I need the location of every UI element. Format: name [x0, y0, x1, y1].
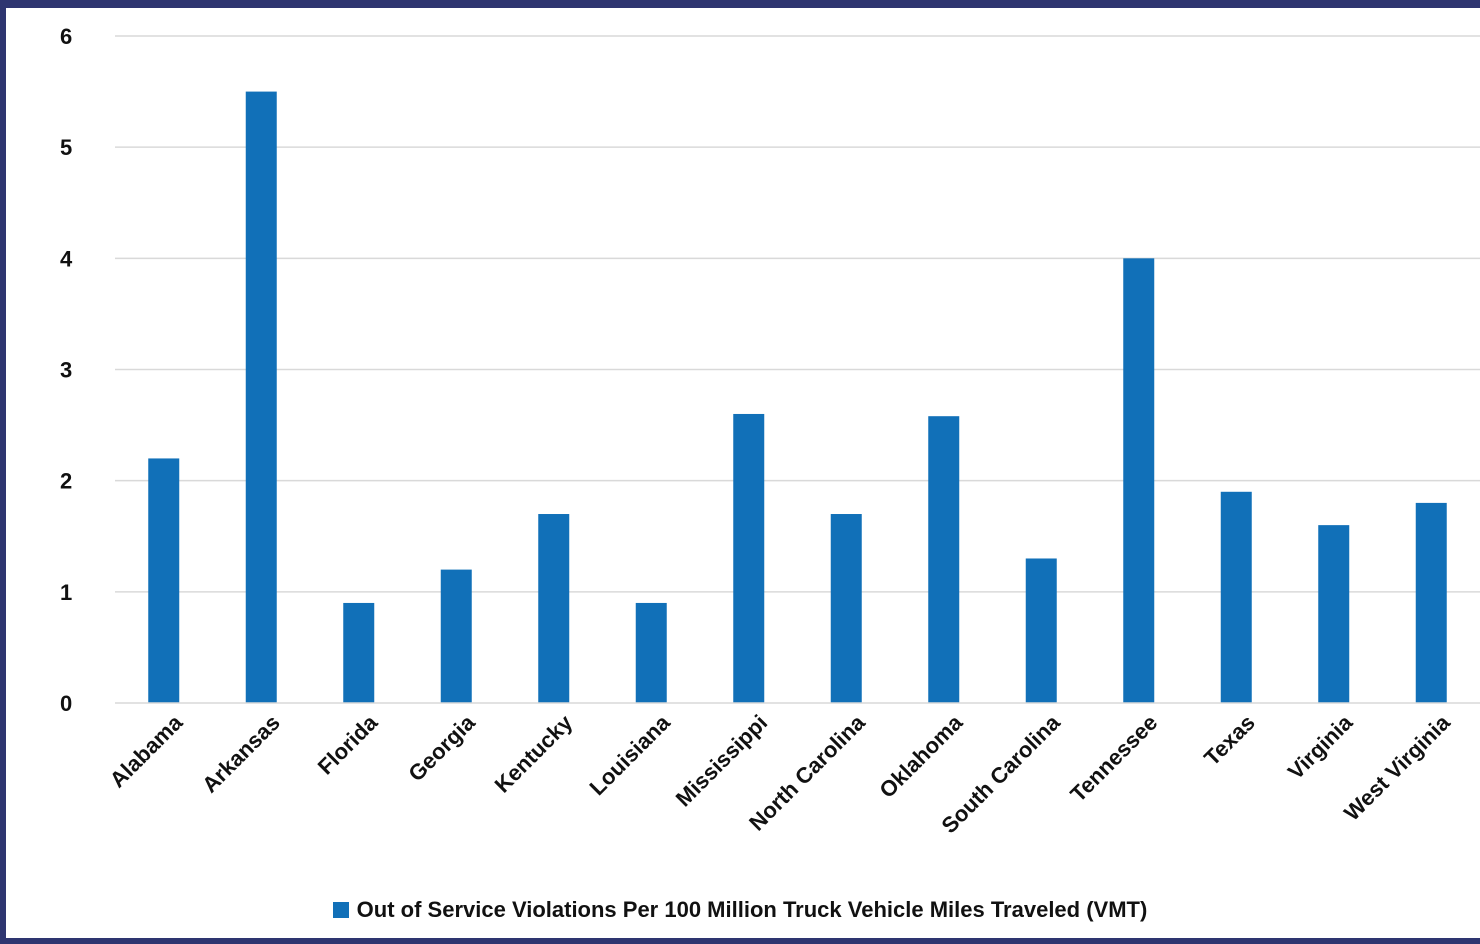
- bars: [148, 91, 1447, 704]
- x-category-label: Virginia: [1283, 709, 1358, 784]
- y-tick-label: 5: [60, 135, 72, 160]
- bar-tennessee: [1123, 258, 1155, 703]
- bar-louisiana: [635, 602, 667, 703]
- bar-north-carolina: [830, 514, 862, 703]
- y-tick-label: 2: [60, 469, 72, 494]
- y-tick-label: 0: [60, 691, 72, 716]
- bar-west-virginia: [1415, 502, 1447, 703]
- legend-swatch: [332, 902, 349, 918]
- x-category-label: Texas: [1199, 710, 1260, 771]
- bar-kentucky: [538, 514, 570, 703]
- legend-label: Out of Service Violations Per 100 Millio…: [356, 897, 1148, 922]
- x-category-label: Alabama: [105, 709, 188, 792]
- y-tick-label: 3: [60, 358, 72, 383]
- bar-arkansas: [245, 91, 277, 704]
- bar-oklahoma: [928, 416, 960, 703]
- x-axis-category-labels: Alabama Arkansas Florida Georgia Kentucky Lou…: [105, 709, 1456, 838]
- y-tick-label: 4: [60, 246, 73, 271]
- x-category-label: Oklahoma: [874, 709, 967, 802]
- gridlines: [115, 35, 1480, 593]
- x-category-label: Kentucky: [490, 709, 578, 797]
- x-category-label: Florida: [313, 709, 383, 779]
- bar-virginia: [1318, 525, 1350, 703]
- y-tick-label: 1: [60, 580, 72, 605]
- bar-mississippi: [733, 413, 765, 703]
- x-category-label: Mississippi: [671, 710, 773, 812]
- bar-south-carolina: [1025, 558, 1057, 703]
- legend: Out of Service Violations Per 100 Millio…: [0, 897, 1480, 923]
- bar-georgia: [440, 569, 472, 703]
- x-category-label: Louisiana: [584, 709, 675, 800]
- bar-florida: [343, 602, 375, 703]
- y-tick-label: 6: [60, 24, 72, 49]
- bar-alabama: [148, 458, 180, 703]
- x-category-label: West Virginia: [1339, 709, 1455, 825]
- y-axis-ticks: 0 1 2 3 4 5 6: [60, 24, 73, 716]
- x-category-label: Tennessee: [1065, 710, 1162, 807]
- x-category-label: Georgia: [403, 709, 480, 786]
- bar-texas: [1220, 491, 1252, 703]
- x-category-label: Arkansas: [197, 710, 285, 798]
